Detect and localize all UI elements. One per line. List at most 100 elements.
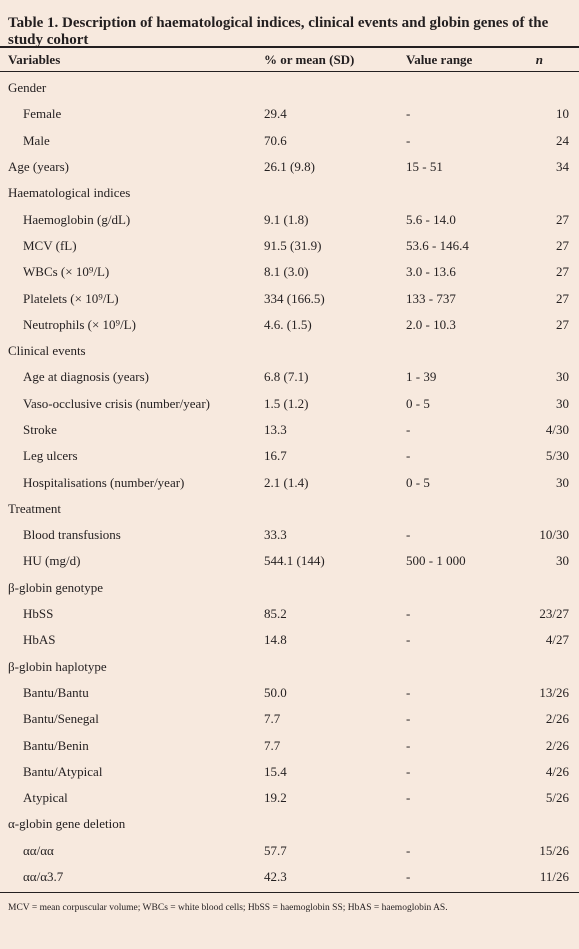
table-row: Haemoglobin (g/dL) 9.1 (1.8) 5.6 - 14.0 27: [0, 206, 579, 232]
table-row: Neutrophils (× 10⁹/L) 4.6. (1.5) 2.0 - 10.…: [0, 312, 579, 338]
row-range: 3.0 - 13.6: [406, 264, 456, 280]
row-n: 30: [556, 395, 569, 411]
row-variable: Male: [23, 132, 50, 148]
table-section-row: Gender: [0, 75, 579, 101]
row-variable: WBCs (× 10⁹/L): [23, 264, 110, 280]
row-n: 10: [556, 106, 569, 122]
row-range: -: [406, 842, 411, 858]
table-row: Platelets (× 10⁹/L) 334 (166.5) 133 - 737 2…: [0, 285, 579, 311]
table-row: HbSS 85.2 - 23/27: [0, 601, 579, 627]
row-mean: 85.2: [264, 606, 287, 622]
row-n: 2/26: [545, 737, 569, 753]
row-n: 27: [556, 264, 569, 280]
table-row: Hospitalisations (number/year) 2.1 (1.4) 0…: [0, 469, 579, 495]
row-mean: 2.1 (1.4): [264, 474, 309, 490]
row-n: 13/26: [539, 684, 569, 700]
header-variables: Variables: [8, 51, 61, 67]
row-variable: Leg ulcers: [23, 448, 78, 464]
row-mean: 26.1 (9.8): [264, 159, 315, 175]
row-variable: αα/αα: [23, 842, 54, 858]
row-variable: Haemoglobin (g/dL): [23, 211, 131, 227]
row-n: 10/30: [539, 527, 569, 543]
table-row: αα/αα 57.7 - 15/26: [0, 838, 579, 864]
row-variable: β-globin haplotype: [8, 658, 107, 674]
row-mean: 13.3: [264, 422, 287, 437]
row-mean: 14.8: [264, 632, 287, 648]
row-variable: HU (mg/d): [23, 553, 81, 569]
row-variable: Vaso-occlusive crisis (number/year): [23, 395, 210, 411]
table-row: Vaso-occlusive crisis (number/year) 1.5 (…: [0, 391, 579, 417]
row-range: 15 - 51: [406, 159, 443, 175]
row-range: -: [406, 869, 411, 885]
table-row: MCV (fL) 91.5 (31.9) 53.6 - 146.4 27: [0, 233, 579, 259]
row-mean: 15.4: [264, 763, 287, 779]
table-row: Male 70.6 - 24: [0, 128, 579, 154]
row-variable: Atypical: [23, 790, 68, 806]
row-range: 5.6 - 14.0: [406, 211, 456, 227]
row-n: 4/26: [545, 763, 569, 779]
row-range: -: [406, 711, 411, 727]
row-variable: Stroke: [23, 422, 57, 437]
row-mean: 29.4: [264, 106, 287, 122]
table-section-row: β-globin haplotype: [0, 654, 579, 680]
row-n: 24: [556, 132, 569, 148]
header-bottom-rule: [0, 71, 579, 72]
row-range: 500 - 1 000: [406, 553, 466, 569]
table-caption: Table 1. Description of haematological i…: [8, 15, 549, 48]
table-section-row: Haematological indices: [0, 180, 579, 206]
row-variable: Blood transfusions: [23, 527, 121, 543]
row-range: -: [406, 422, 411, 437]
row-variable: Neutrophils (× 10⁹/L): [23, 316, 136, 332]
row-variable: Haematological indices: [8, 185, 131, 201]
row-mean: 6.8 (7.1): [264, 369, 309, 385]
row-variable: Clinical events: [8, 343, 86, 359]
row-n: 34: [556, 159, 569, 175]
header-n: n: [535, 51, 543, 67]
table-section-row: Clinical events: [0, 338, 579, 364]
row-mean: 33.3: [264, 527, 287, 543]
table-section-row: Treatment: [0, 496, 579, 522]
row-variable: Bantu/Bantu: [23, 684, 89, 700]
row-range: 53.6 - 146.4: [406, 237, 469, 253]
row-n: 27: [556, 316, 569, 332]
table-row: Age at diagnosis (years) 6.8 (7.1) 1 - 39 3…: [0, 364, 579, 390]
table-row: Female 29.4 - 10: [0, 101, 579, 127]
row-range: -: [406, 684, 411, 700]
row-mean: 16.7: [264, 448, 287, 464]
row-range: 1 - 39: [406, 369, 437, 385]
header-range: Value range: [406, 51, 473, 67]
row-range: 0 - 5: [406, 474, 430, 490]
table-row: Stroke 13.3 - 4/30: [0, 417, 579, 443]
row-variable: MCV (fL): [23, 237, 77, 253]
row-n: 5/26: [545, 790, 569, 806]
table-row: Bantu/Senegal 7.7 - 2/26: [0, 706, 579, 732]
row-n: 30: [556, 553, 569, 569]
table-section-row: β-globin genotype: [0, 575, 579, 601]
table-row: HbAS 14.8 - 4/27: [0, 627, 579, 653]
row-mean: 57.7: [264, 842, 287, 858]
row-variable: Hospitalisations (number/year): [23, 474, 185, 490]
row-n: 11/26: [539, 869, 569, 885]
row-n: 30: [556, 369, 569, 385]
row-variable: Age (years): [8, 159, 69, 175]
row-mean: 50.0: [264, 684, 287, 700]
row-n: 4/27: [545, 632, 569, 648]
table-row: Blood transfusions 33.3 - 10/30: [0, 522, 579, 548]
row-range: -: [406, 763, 411, 779]
row-n: 30: [556, 474, 569, 490]
row-n: 27: [556, 237, 569, 253]
row-mean: 70.6: [264, 132, 287, 148]
table-bottom-rule: [0, 892, 579, 894]
row-range: -: [406, 527, 411, 543]
table-header-row: Variables % or mean (SD) Value range n: [0, 48, 579, 71]
table-section-row: α-globin gene deletion: [0, 811, 579, 837]
row-n: 27: [556, 211, 569, 227]
row-variable: Bantu/Senegal: [23, 711, 99, 727]
row-variable: α-globin gene deletion: [8, 816, 126, 832]
row-variable: αα/α3.7: [23, 869, 64, 885]
row-mean: 8.1 (3.0): [264, 264, 309, 280]
row-n: 4/30: [545, 422, 569, 437]
row-mean: 7.7: [264, 737, 281, 753]
row-variable: Platelets (× 10⁹/L): [23, 290, 119, 306]
table-row: Bantu/Atypical 15.4 - 4/26: [0, 759, 579, 785]
